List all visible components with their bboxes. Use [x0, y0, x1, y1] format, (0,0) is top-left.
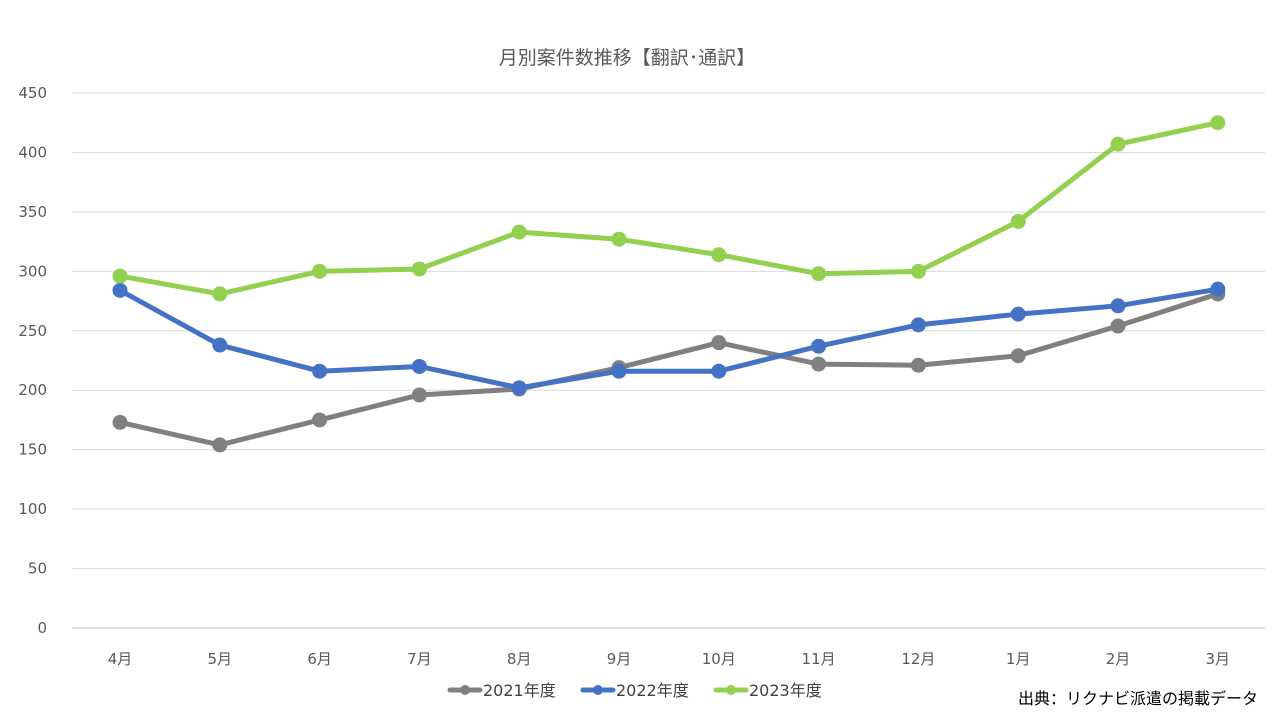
data-point [711, 247, 727, 263]
data-point [511, 224, 527, 240]
legend-label: 2023年度 [749, 681, 822, 700]
data-point [1010, 306, 1026, 322]
data-point [811, 266, 827, 282]
data-point [711, 335, 727, 351]
x-tick-label: 7月 [407, 650, 432, 668]
series-line [117, 120, 1221, 297]
data-point [312, 412, 328, 428]
y-tick-label: 0 [37, 619, 47, 637]
data-point [1210, 115, 1226, 131]
data-point [312, 363, 328, 379]
y-tick-label: 250 [18, 322, 47, 340]
data-point [611, 231, 627, 247]
data-point [411, 387, 427, 403]
data-point [411, 358, 427, 374]
y-tick-label: 200 [18, 381, 47, 399]
data-point [212, 437, 228, 453]
x-tick-label: 2月 [1106, 650, 1131, 668]
source-note: 出典：リクナビ派遣の掲載データ [1018, 689, 1258, 708]
legend-item: 2022年度 [580, 681, 689, 700]
data-point [711, 363, 727, 379]
data-point [511, 380, 527, 396]
legend-swatch-marker [726, 685, 736, 695]
data-point [112, 268, 128, 284]
data-point [1110, 136, 1126, 152]
legend-label: 2021年度 [483, 681, 556, 700]
legend-swatch-marker [593, 685, 603, 695]
data-point [910, 357, 926, 373]
data-point [611, 363, 627, 379]
y-tick-label: 300 [18, 262, 47, 280]
x-tick-label: 8月 [507, 650, 532, 668]
x-tick-label: 5月 [208, 650, 233, 668]
legend-swatch-marker [460, 685, 470, 695]
data-point [910, 263, 926, 279]
legend: 2021年度 2022年度 2023年度 [447, 681, 822, 700]
series-2 [112, 115, 1226, 302]
data-point [1010, 348, 1026, 364]
series-line [117, 291, 1221, 448]
x-tick-label: 4月 [108, 650, 133, 668]
data-point [112, 414, 128, 430]
y-tick-label: 350 [18, 203, 47, 221]
x-tick-label: 12月 [901, 650, 935, 668]
series-line [117, 286, 1221, 391]
chart-title: 月別案件数推移【翻訳･通訳】 [499, 47, 756, 69]
data-point [1210, 281, 1226, 297]
data-point [811, 338, 827, 354]
gridlines [72, 92, 1265, 629]
y-axis: 0 50 100 150 200 250 300 350 400 450 [18, 84, 47, 637]
x-tick-label: 1月 [1006, 650, 1031, 668]
legend-item: 2021年度 [447, 681, 556, 700]
x-tick-label: 9月 [607, 650, 632, 668]
data-point [312, 263, 328, 279]
x-tick-label: 11月 [802, 650, 836, 668]
data-point [1110, 318, 1126, 334]
data-point [1110, 298, 1126, 314]
y-tick-label: 50 [28, 560, 47, 578]
x-tick-label: 3月 [1206, 650, 1231, 668]
y-tick-label: 450 [18, 84, 47, 102]
y-tick-label: 100 [18, 500, 47, 518]
data-point [212, 286, 228, 302]
data-point [811, 356, 827, 372]
legend-label: 2022年度 [616, 681, 689, 700]
data-point [1010, 213, 1026, 229]
data-point [212, 337, 228, 353]
y-tick-label: 400 [18, 143, 47, 161]
series-1 [112, 281, 1226, 396]
data-point [910, 317, 926, 333]
series-lines [112, 115, 1226, 453]
data-point [411, 261, 427, 277]
legend-item: 2023年度 [713, 681, 822, 700]
x-axis: 4月 5月 6月 7月 8月 9月 10月 11月 12月 1月 2月 3月 [108, 650, 1230, 668]
x-tick-label: 6月 [307, 650, 332, 668]
series-0 [112, 286, 1226, 453]
x-tick-label: 10月 [702, 650, 736, 668]
y-tick-label: 150 [18, 441, 47, 459]
data-point [112, 282, 128, 298]
